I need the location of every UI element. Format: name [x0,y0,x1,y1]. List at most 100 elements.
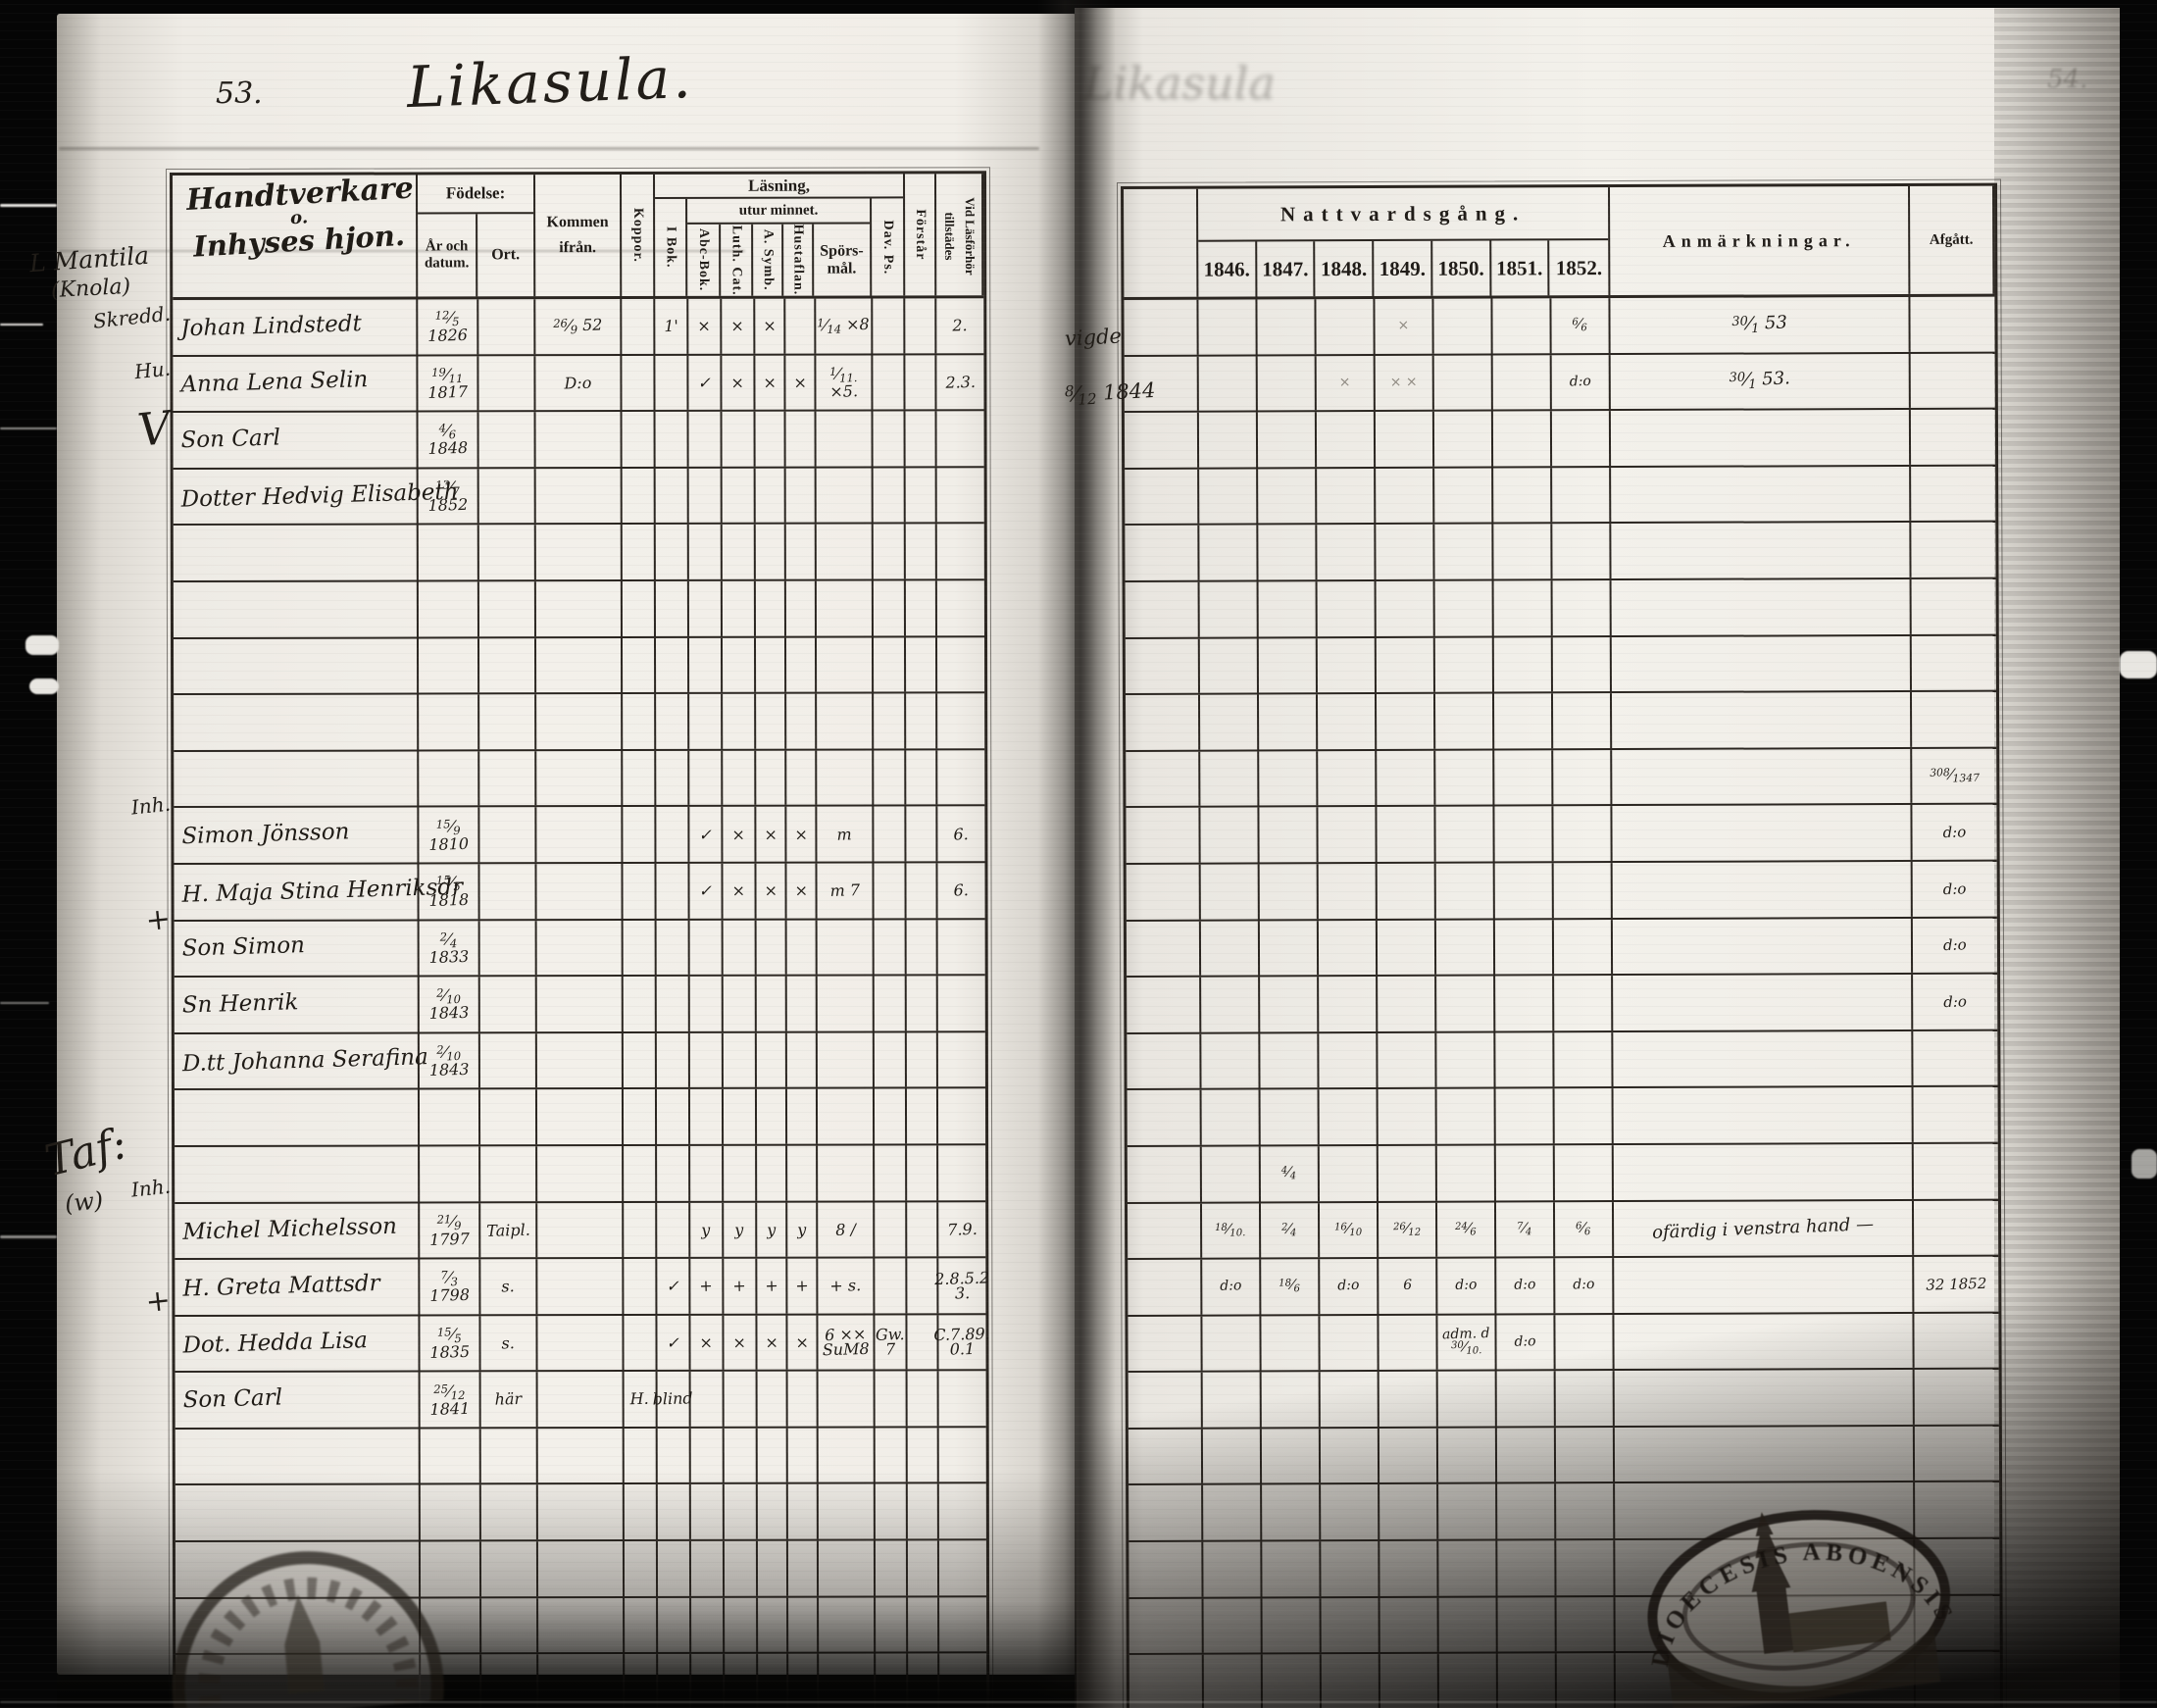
communion-row [1127,1030,1998,1091]
abc-book-header: Abc-Bok. [687,225,721,296]
bottom-right-shading [1075,1255,2120,1708]
reading-symb-cell [755,525,786,579]
smallpox-cell [623,1032,657,1088]
smallpox-cell [624,1259,658,1314]
reading-abc-cell [689,920,724,976]
reading-hustavla-cell [786,920,818,975]
name-cell [173,638,420,694]
gutter-cell [1127,1146,1202,1202]
arrived-from-cell [537,1315,625,1371]
communion-year-cell [1554,1031,1614,1087]
reading-hustavla-cell: + [787,1258,819,1314]
reading-davps-cell [873,411,906,467]
reading-hustavla-cell [786,750,818,806]
communion-year-cell [1492,354,1552,410]
communion-year-cell [1493,693,1554,749]
communion-row: d:o [1126,861,1997,922]
birthdate-cell [418,581,479,637]
communion-year-cell [1433,355,1493,410]
departed-cell [1912,635,1996,690]
reading-hustavla-cell [787,1145,819,1201]
record-row: D.tt Johanna Serafina 2⁄10 1843 [174,1031,985,1091]
birthdate-cell [419,694,480,750]
examination-cell [937,637,984,692]
reading-symb-cell [757,1145,788,1201]
communion-year-cell [1258,581,1318,637]
remarks-cell [1611,692,1913,748]
smallpox-cell [623,1089,658,1144]
communion-year-cell [1552,524,1612,579]
remarks-cell [1612,918,1914,975]
departed-cell: 308⁄1347 [1929,765,1980,785]
examination-cell [937,580,984,635]
remarks-cell [1613,1030,1914,1087]
name-cell: D.tt Johanna Serafina [174,1033,428,1089]
remarks-cell [1612,748,1913,805]
reading-sporsmal-cell [818,1371,876,1427]
smallpox-cell [624,1202,658,1258]
arrived-from-header: Kommen ifrån. [535,175,623,297]
communion-year-cell [1259,750,1319,806]
communion-year-cell [1201,1033,1261,1089]
reading-forstar-cell [906,1088,939,1144]
communion-year-cell [1553,863,1613,918]
communion-year-cell [1258,525,1318,580]
record-row [173,580,984,639]
name-cell: Son Simon [174,920,420,977]
reading-davps-cell [873,524,906,579]
communion-year-cell [1495,1032,1555,1087]
margin-scrawl: (Knola) [50,274,131,304]
reading-header: Läsning, [655,174,904,200]
row-margin-note: V [134,400,174,458]
smallpox-cell [622,637,657,693]
communion-year-cell [1377,807,1436,862]
examination-cell: 7.9. [946,1219,978,1239]
reading-luthcat-cell: × [722,355,756,411]
examination-attendance-header: Vid Läsförhör tillstädes [936,174,984,296]
communion-year-cell: 26⁄12 [1378,1202,1438,1258]
reading-davps-cell [874,919,907,975]
remarks-cell [1613,1143,1914,1200]
examination-cell: 2.3. [944,372,976,392]
birthplace-cell [479,977,537,1032]
communion-row: 308⁄1347 [1126,748,1997,809]
reading-sporsmal-cell [817,750,875,805]
reading-luthcat-cell [723,1089,758,1144]
name-cell [173,581,419,637]
communion-year-cell [1376,468,1435,524]
departed-cell [1913,1030,1997,1085]
record-row: Son Carl 25⁄12 1841 här H. blind [175,1371,986,1430]
name-cell [174,694,420,750]
name-cell: Son Carl [175,1372,421,1428]
communion-year-cell [1554,976,1614,1031]
reading-ibok-cell [655,355,689,411]
reading-abc-cell [689,693,724,749]
name-cell: Johan Lindstedt [173,299,419,355]
reading-forstar-cell [907,1145,939,1200]
communion-year-cell: × [1316,355,1376,411]
partial-circular-stamp [172,1551,444,1708]
birthdate-cell [418,637,480,693]
birthdate-cell: 15⁄5 1818 [419,864,480,919]
name-cell: H. Maja Stina Henriksdr [174,864,463,920]
reading-sporsmal-cell [818,1145,876,1201]
stamp-inner-figure [284,1594,325,1694]
birthdate-cell: 12⁄5 1826 [418,299,479,355]
reading-forstar-cell [907,1371,939,1427]
gutter-cell [1125,526,1200,580]
reading-sporsmal-cell [816,580,874,636]
birthplace-cell [479,1089,538,1145]
birthplace-cell [479,694,537,750]
reading-davps-cell [873,468,906,523]
examination-cell [938,976,985,1030]
reading-davps-cell [873,636,907,692]
birthdate-cell [420,1146,481,1201]
examination-cell [937,411,984,466]
reading-abc-cell [689,976,724,1031]
birthdate-cell: 13⁄7 1852 [418,469,479,524]
reading-abc-cell [690,1372,725,1427]
communion-year-cell [1493,524,1553,579]
script-title-line3: Inhyses hjon. [192,218,406,264]
reading-davps-cell [874,1032,907,1087]
examination-cell [937,525,984,579]
